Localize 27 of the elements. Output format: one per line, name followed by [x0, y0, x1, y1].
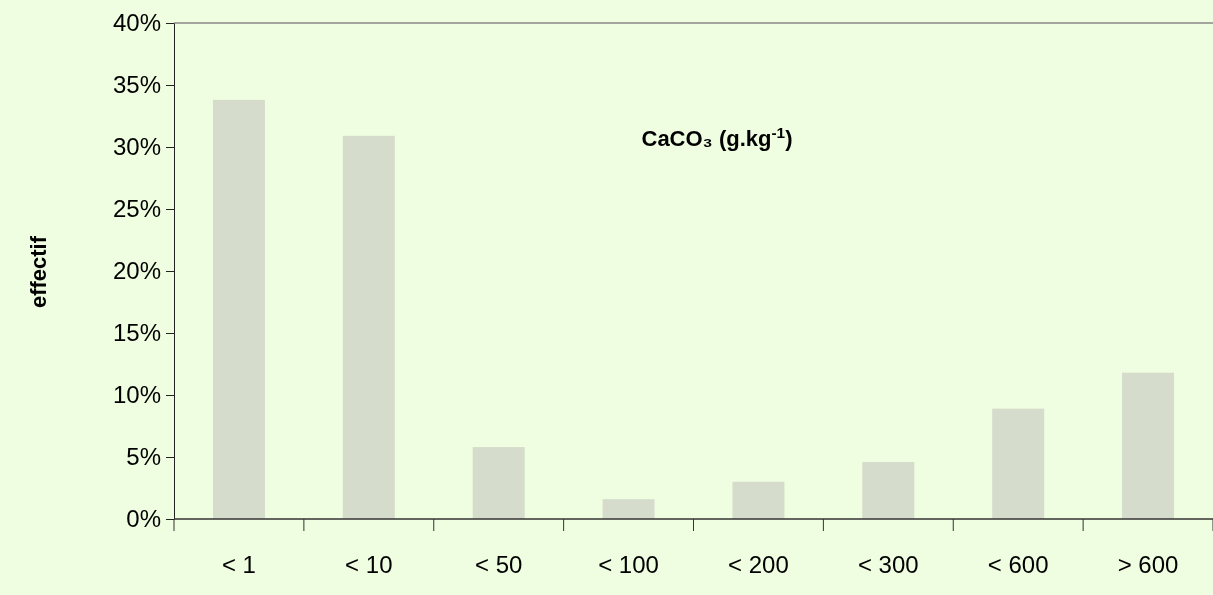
bar	[992, 408, 1045, 519]
y-tick-label: 5%	[126, 443, 161, 471]
y-tick-label: 20%	[112, 257, 161, 285]
bar	[862, 461, 915, 519]
x-tick-label: < 600	[987, 551, 1049, 578]
y-tick-label: 0%	[126, 505, 161, 533]
bar	[472, 447, 525, 519]
y-axis-title: effectif	[26, 235, 51, 309]
y-tick-label: 35%	[112, 71, 161, 99]
y-tick-label: 40%	[112, 9, 161, 37]
x-tick-label: < 100	[598, 551, 659, 578]
text: CaCO₃ (g.kg$^{-1}$)	[641, 123, 793, 151]
bar	[212, 99, 265, 519]
bar	[732, 481, 785, 519]
y-tick-label: 10%	[112, 381, 161, 409]
bar	[602, 499, 655, 519]
y-tick-label: 30%	[112, 133, 161, 161]
x-tick-label: < 1	[221, 551, 256, 578]
y-tick-label: 25%	[112, 195, 161, 223]
x-tick-label: < 200	[728, 551, 789, 578]
x-tick-label: < 50	[474, 551, 523, 578]
x-tick-label: < 300	[857, 551, 919, 578]
bar	[1122, 372, 1175, 519]
x-tick-label: > 600	[1117, 551, 1179, 578]
y-tick-label: 15%	[112, 319, 161, 347]
bar	[342, 135, 395, 519]
x-tick-label: < 10	[345, 551, 393, 578]
